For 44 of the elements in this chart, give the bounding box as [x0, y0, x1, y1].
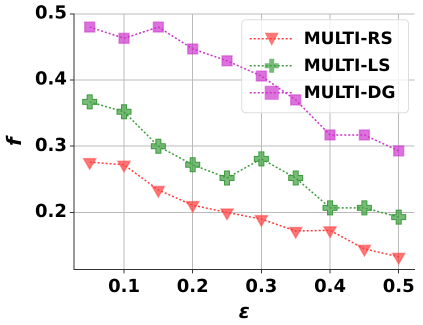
legend-label: MULTI-DG: [304, 83, 396, 104]
point: [356, 200, 372, 216]
point: [391, 210, 406, 225]
point: [256, 70, 268, 82]
point: [358, 129, 370, 141]
point: [290, 94, 302, 106]
point: [152, 21, 164, 33]
point: [118, 32, 130, 44]
x-tick-label: 0.4: [314, 276, 346, 297]
point: [116, 104, 132, 120]
point: [254, 214, 268, 227]
point: [186, 43, 198, 55]
x-tick-label: 0.3: [245, 276, 278, 297]
legend-label: MULTI-RS: [304, 29, 393, 50]
point: [392, 252, 406, 265]
point: [324, 129, 336, 141]
point: [82, 158, 96, 170]
y-tick-label: 0.3: [34, 134, 67, 156]
point: [254, 151, 269, 166]
point: [84, 21, 96, 33]
point: [358, 244, 372, 257]
x-tick-label: 0.2: [176, 276, 209, 297]
point: [117, 160, 131, 173]
point: [288, 170, 304, 186]
point: [152, 186, 166, 198]
point: [393, 145, 404, 157]
legend-label: MULTI-LS: [304, 56, 391, 76]
y-axis-title: f: [2, 134, 26, 146]
x-axis-title: ε: [238, 299, 250, 324]
point: [82, 94, 98, 110]
point: [323, 226, 337, 238]
point: [322, 200, 338, 216]
point: [220, 170, 235, 186]
x-tick-label: 0.1: [108, 276, 140, 297]
y-tick-label: 0.2: [34, 201, 67, 222]
point: [288, 226, 303, 239]
y-tick-label: 0.4: [34, 68, 67, 90]
point: [150, 138, 166, 154]
x-tick-label: 0.5: [382, 276, 415, 297]
point: [186, 200, 200, 213]
point: [220, 208, 234, 220]
point: [185, 157, 200, 172]
y-tick-label: 0.5: [34, 2, 67, 24]
point: [221, 55, 233, 67]
